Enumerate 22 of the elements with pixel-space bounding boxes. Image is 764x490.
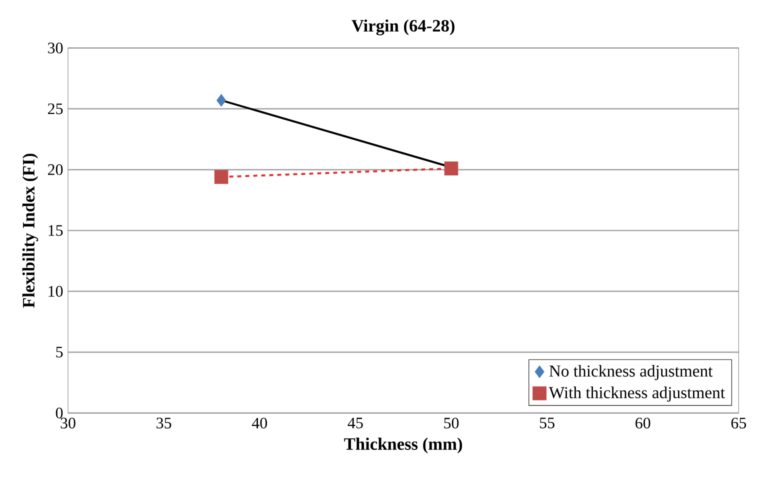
- y-tick-label: 5: [56, 346, 63, 358]
- y-tick-label: 20: [48, 164, 63, 176]
- y-axis-title: Flexibility Index (FI): [22, 154, 38, 308]
- x-tick-label: 50: [444, 418, 459, 428]
- point: [444, 162, 458, 176]
- legend-label: With thickness adjustment: [548, 386, 725, 402]
- x-tick-label: 65: [731, 418, 746, 428]
- x-tick-label: 35: [156, 418, 172, 428]
- y-tick-label: 30: [48, 42, 63, 54]
- chart-title: Virgin (64-28): [352, 19, 454, 36]
- legend-label: No thickness adjustment: [549, 364, 713, 380]
- point: [214, 170, 228, 184]
- y-tick-label: 25: [48, 103, 63, 114]
- x-tick-label: 45: [348, 418, 363, 428]
- y-tick-label: 0: [56, 408, 63, 418]
- x-tick-label: 60: [636, 418, 650, 428]
- x-axis-title: Thickness (mm): [344, 438, 462, 454]
- y-tick-label: 15: [48, 225, 63, 236]
- y-tick-label: 10: [48, 286, 63, 297]
- x-tick-label: 55: [540, 418, 554, 428]
- point: [216, 94, 226, 107]
- x-tick-label: 40: [252, 418, 267, 428]
